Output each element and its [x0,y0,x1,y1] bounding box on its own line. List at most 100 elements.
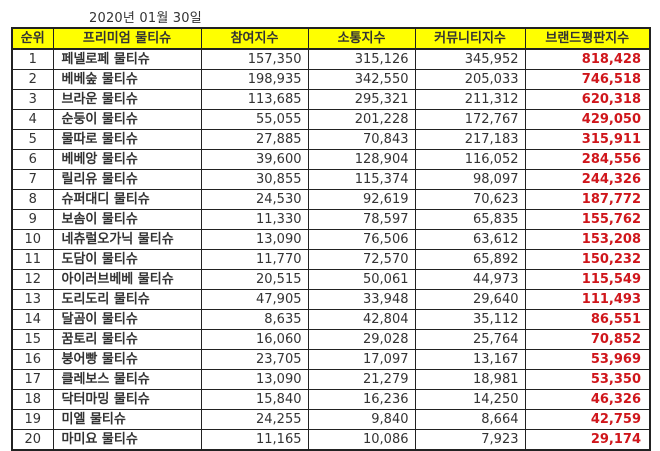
community-cell: 205,033 [414,69,526,90]
rank-cell: 9 [11,209,54,230]
communication-cell: 76,506 [307,229,416,250]
brand-name-cell: 붕어빵 물티슈 [52,349,202,370]
brand-reputation-cell: 42,759 [524,409,651,430]
community-cell: 63,612 [414,229,526,250]
participation-cell: 16,060 [200,329,309,350]
community-cell: 65,892 [414,249,526,270]
header-row: 순위 프리미엄 물티슈 참여지수 소통지수 커뮤니티지수 브랜드평판지수 [11,27,651,50]
community-cell: 13,167 [414,349,526,370]
communication-cell: 72,570 [307,249,416,270]
participation-cell: 157,350 [200,48,309,70]
table-body: 1 페넬로페 물티슈 157,350 315,126 345,952 818,428 2 베베… [11,48,651,451]
brand-name-cell: 닥터마밍 물티슈 [52,389,202,410]
participation-cell: 11,330 [200,209,309,230]
header-communication: 소통지수 [307,27,416,50]
communication-cell: 9,840 [307,409,416,430]
participation-cell: 39,600 [200,149,309,170]
table-row: 17 클레보스 물티슈 13,090 21,279 18,981 53,350 [11,369,651,390]
brand-reputation-table: 순위 프리미엄 물티슈 참여지수 소통지수 커뮤니티지수 브랜드평판지수 1 페넬… [11,27,651,451]
participation-cell: 47,905 [200,289,309,310]
brand-name-cell: 베베숲 물티슈 [52,69,202,90]
rank-cell: 4 [11,109,54,130]
brand-name-cell: 도리도리 물티슈 [52,289,202,310]
community-cell: 35,112 [414,309,526,330]
brand-name-cell: 꿈토리 물티슈 [52,329,202,350]
header-brand-name: 프리미엄 물티슈 [52,27,202,50]
rank-cell: 13 [11,289,54,310]
community-cell: 44,973 [414,269,526,290]
participation-cell: 13,090 [200,369,309,390]
table-row: 2 베베숲 물티슈 198,935 342,550 205,033 746,518 [11,69,651,90]
table-row: 13 도리도리 물티슈 47,905 33,948 29,640 111,493 [11,289,651,310]
communication-cell: 70,843 [307,129,416,150]
community-cell: 18,981 [414,369,526,390]
date-title: 2020년 01월 30일 [89,11,202,26]
community-cell: 345,952 [414,48,526,70]
brand-name-cell: 네츄럴오가닉 물티슈 [52,229,202,250]
communication-cell: 128,904 [307,149,416,170]
table-row: 14 달곰이 물티슈 8,635 42,804 35,112 86,551 [11,309,651,330]
table-row: 10 네츄럴오가닉 물티슈 13,090 76,506 63,612 153,208 [11,229,651,250]
communication-cell: 29,028 [307,329,416,350]
brand-reputation-cell: 818,428 [524,48,651,70]
brand-reputation-cell: 244,326 [524,169,651,190]
rank-cell: 17 [11,369,54,390]
rank-cell: 14 [11,309,54,330]
communication-cell: 342,550 [307,69,416,90]
table-row: 1 페넬로페 물티슈 157,350 315,126 345,952 818,428 [11,48,651,70]
table-row: 5 물따로 물티슈 27,885 70,843 217,183 315,911 [11,129,651,150]
participation-cell: 23,705 [200,349,309,370]
brand-reputation-cell: 284,556 [524,149,651,170]
rank-cell: 3 [11,89,54,110]
community-cell: 29,640 [414,289,526,310]
brand-reputation-cell: 315,911 [524,129,651,150]
rank-cell: 6 [11,149,54,170]
participation-cell: 113,685 [200,89,309,110]
communication-cell: 315,126 [307,48,416,70]
brand-name-cell: 미엘 물티슈 [52,409,202,430]
brand-reputation-cell: 153,208 [524,229,651,250]
communication-cell: 50,061 [307,269,416,290]
brand-reputation-cell: 115,549 [524,269,651,290]
brand-reputation-cell: 70,852 [524,329,651,350]
table-row: 6 베베앙 물티슈 39,600 128,904 116,052 284,556 [11,149,651,170]
community-cell: 25,764 [414,329,526,350]
rank-cell: 18 [11,389,54,410]
brand-name-cell: 도담이 물티슈 [52,249,202,270]
communication-cell: 17,097 [307,349,416,370]
table-row: 9 보솜이 물티슈 11,330 78,597 65,835 155,762 [11,209,651,230]
brand-reputation-cell: 53,350 [524,369,651,390]
participation-cell: 30,855 [200,169,309,190]
rank-cell: 10 [11,229,54,250]
brand-name-cell: 클레보스 물티슈 [52,369,202,390]
participation-cell: 13,090 [200,229,309,250]
rank-cell: 12 [11,269,54,290]
brand-name-cell: 베베앙 물티슈 [52,149,202,170]
participation-cell: 24,255 [200,409,309,430]
participation-cell: 8,635 [200,309,309,330]
rank-cell: 15 [11,329,54,350]
communication-cell: 92,619 [307,189,416,210]
communication-cell: 201,228 [307,109,416,130]
brand-reputation-cell: 155,762 [524,209,651,230]
table-row: 11 도담이 물티슈 11,770 72,570 65,892 150,232 [11,249,651,270]
brand-reputation-cell: 111,493 [524,289,651,310]
brand-reputation-cell: 46,326 [524,389,651,410]
rank-cell: 19 [11,409,54,430]
table-row: 18 닥터마밍 물티슈 15,840 16,236 14,250 46,326 [11,389,651,410]
header-brand-reputation: 브랜드평판지수 [524,27,651,50]
participation-cell: 198,935 [200,69,309,90]
communication-cell: 295,321 [307,89,416,110]
communication-cell: 33,948 [307,289,416,310]
communication-cell: 16,236 [307,389,416,410]
participation-cell: 15,840 [200,389,309,410]
rank-cell: 2 [11,69,54,90]
table-row: 4 순둥이 물티슈 55,055 201,228 172,767 429,050 [11,109,651,130]
brand-name-cell: 물따로 물티슈 [52,129,202,150]
header-community: 커뮤니티지수 [414,27,526,50]
participation-cell: 27,885 [200,129,309,150]
table-row: 8 슈퍼대디 물티슈 24,530 92,619 70,623 187,772 [11,189,651,210]
rank-cell: 16 [11,349,54,370]
community-cell: 172,767 [414,109,526,130]
header-participation: 참여지수 [200,27,309,50]
